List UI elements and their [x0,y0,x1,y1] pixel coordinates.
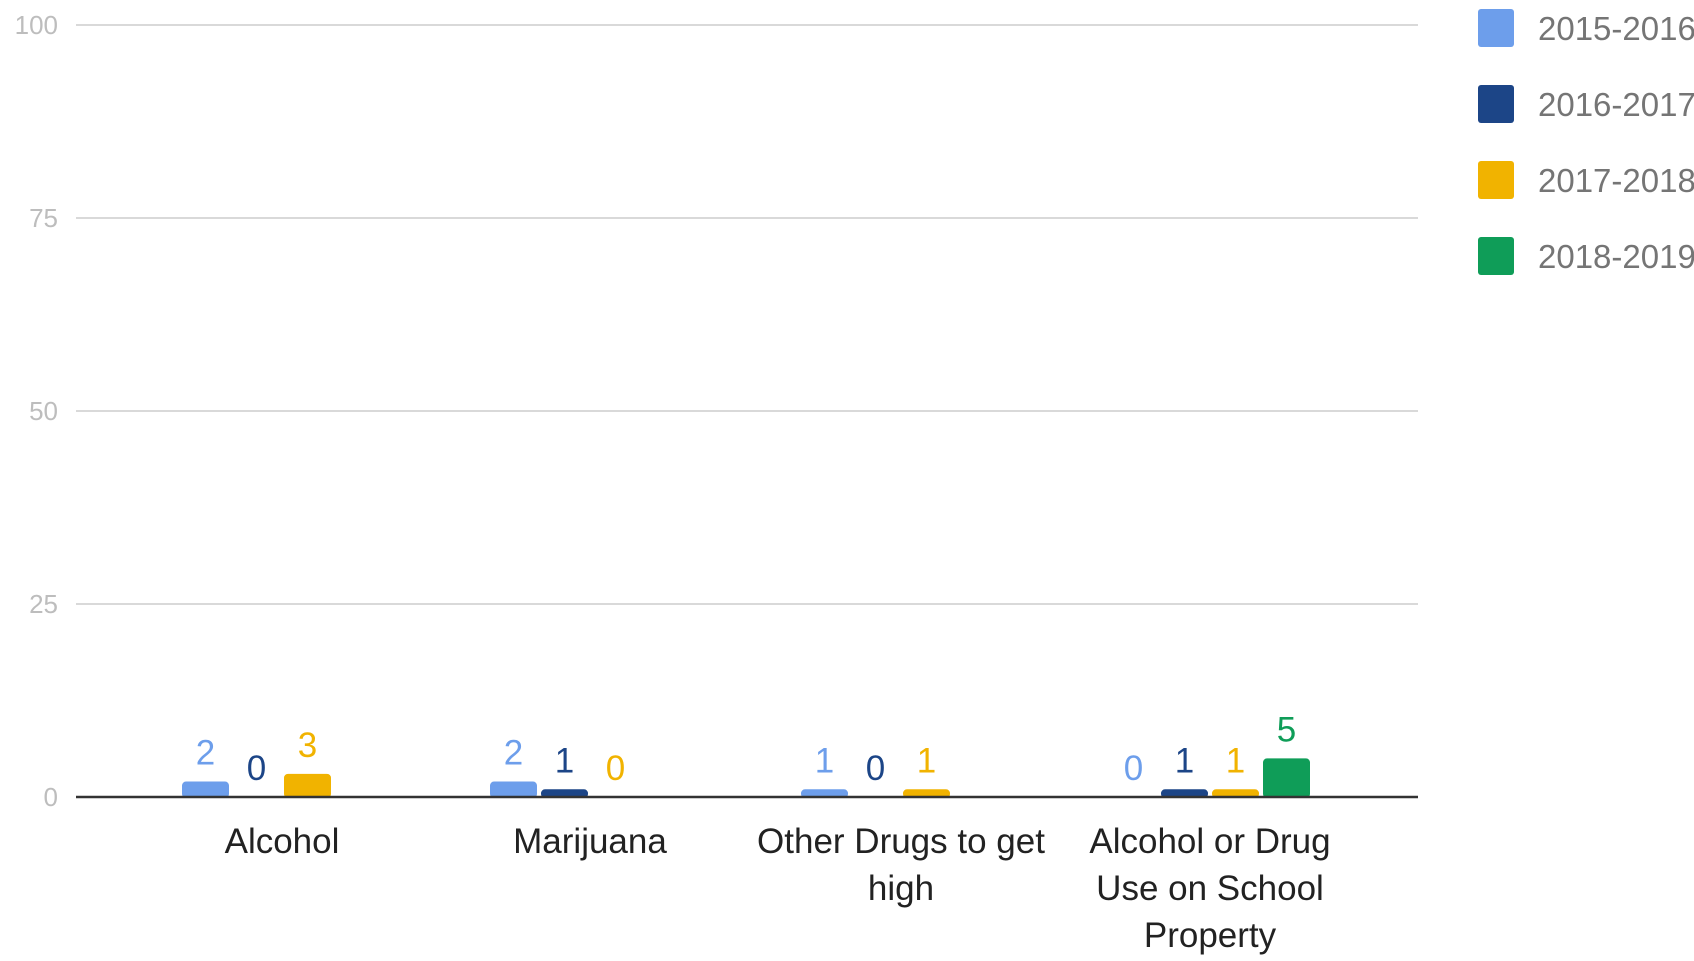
x-tick-label: Marijuana [513,822,667,861]
x-tick-label: Alcohol or Drug [1089,822,1330,861]
y-tick-label: 100 [15,10,58,40]
data-label: 1 [555,741,574,780]
legend-swatch [1478,9,1514,47]
bar [284,773,331,798]
data-label: 1 [815,741,834,780]
data-labels: 2 03 2 1 0 1 0 1 0 1 15 [196,710,1296,788]
y-tick-label: 75 [29,203,58,233]
data-label: 0 [606,749,625,788]
legend-label: 2015-2016 [1538,10,1694,47]
y-tick-label: 50 [29,396,58,426]
x-tick-label: Other Drugs to get [757,822,1045,861]
data-label: 0 [1124,749,1143,788]
bar [182,781,229,798]
bar [1263,758,1310,798]
data-label: 5 [1277,710,1296,749]
data-label: 2 [196,734,215,773]
y-tick-label: 25 [29,589,58,619]
legend-label: 2016-2017 [1538,86,1694,123]
data-label: 2 [504,734,523,773]
data-label: 0 [247,749,266,788]
y-tick-label: 0 [44,782,58,812]
x-axis-categories: Alcohol Marijuana Other Drugs to get high Al… [225,822,1331,955]
legend-label: 2018-2019 [1538,238,1694,275]
data-label: 1 [1226,741,1245,780]
bar [490,781,537,798]
legend-swatch [1478,237,1514,275]
x-tick-label: Alcohol [225,822,340,861]
gridlines [76,24,1418,605]
legend: 2015-2016 2016-2017 2017-2018 2018-2019 [1478,9,1694,275]
x-tick-label: Property [1144,916,1277,955]
x-tick-label: high [868,869,934,908]
x-tick-label: Use on School [1096,869,1324,908]
data-label: 1 [1175,741,1194,780]
data-label: 1 [917,741,936,780]
legend-label: 2017-2018 [1538,162,1694,199]
legend-swatch [1478,85,1514,123]
data-label: 3 [298,726,317,765]
legend-swatch [1478,161,1514,199]
y-axis-ticks: 0 25 50 75 100 [15,10,58,812]
data-label: 0 [866,749,885,788]
